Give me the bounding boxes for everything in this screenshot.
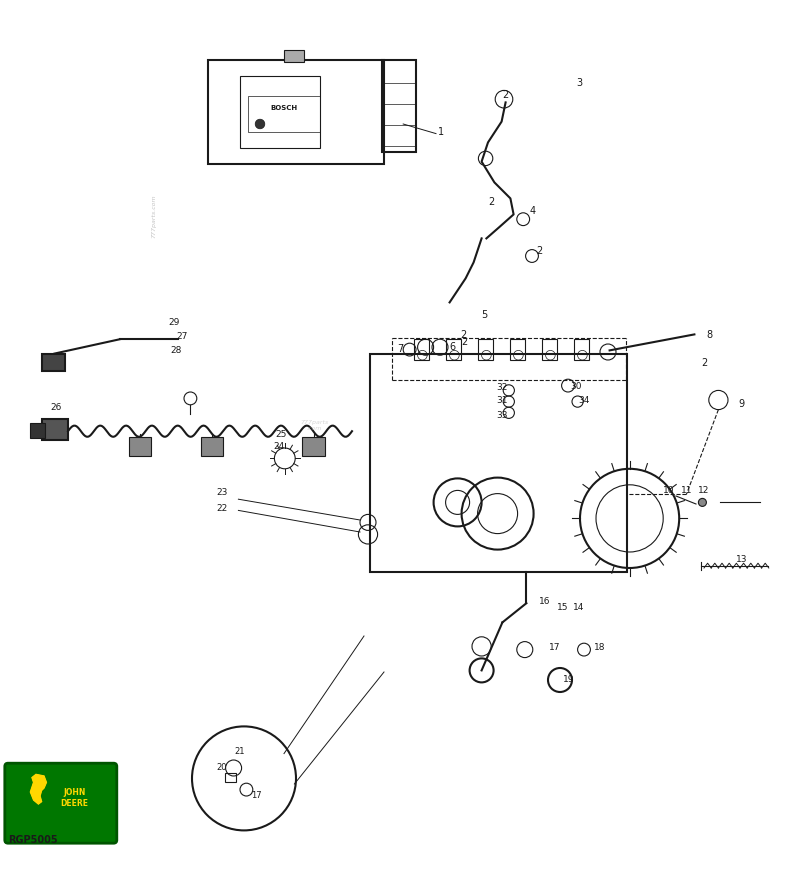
Text: 29: 29: [168, 318, 179, 327]
Text: 22: 22: [216, 504, 227, 513]
Text: 17: 17: [549, 642, 560, 651]
Text: RGP5005: RGP5005: [8, 835, 58, 845]
Text: 18: 18: [594, 642, 605, 651]
Bar: [302, 436, 325, 456]
Text: 23: 23: [216, 488, 227, 497]
Text: 2: 2: [701, 358, 707, 368]
Bar: [201, 436, 223, 456]
Text: 777parts.com: 777parts.com: [152, 194, 157, 237]
Bar: [542, 340, 557, 360]
Bar: [370, 355, 627, 572]
Text: 32: 32: [496, 383, 507, 392]
Bar: [446, 340, 461, 360]
Text: 6: 6: [450, 341, 456, 351]
Text: BOSCH: BOSCH: [270, 105, 298, 111]
Text: 4: 4: [530, 206, 536, 217]
Circle shape: [698, 498, 706, 506]
Text: 14: 14: [573, 603, 584, 612]
Text: 12: 12: [698, 486, 710, 495]
Bar: [208, 60, 384, 164]
Text: 30: 30: [570, 382, 582, 391]
Text: 7: 7: [398, 344, 404, 354]
Text: JOHN
DEERE: JOHN DEERE: [61, 788, 89, 808]
Text: 15: 15: [557, 603, 568, 612]
Text: 28: 28: [170, 346, 182, 355]
Text: 24: 24: [274, 442, 285, 451]
Text: 20: 20: [216, 762, 226, 771]
Text: 2: 2: [462, 337, 468, 347]
Text: 9: 9: [738, 400, 745, 409]
Bar: [414, 340, 429, 360]
Bar: [284, 50, 304, 62]
Bar: [42, 354, 65, 371]
Text: 11: 11: [681, 486, 692, 495]
Bar: [510, 340, 525, 360]
Text: 27: 27: [176, 332, 187, 341]
Text: 26: 26: [50, 402, 62, 411]
Bar: [30, 423, 45, 437]
Text: 2: 2: [488, 197, 494, 207]
Text: 1: 1: [438, 127, 445, 137]
Text: 5: 5: [481, 310, 487, 320]
Text: 17: 17: [251, 790, 262, 799]
Bar: [240, 76, 320, 148]
Bar: [382, 60, 416, 152]
Text: 8: 8: [706, 330, 713, 340]
Polygon shape: [30, 774, 46, 804]
Text: 3: 3: [576, 78, 582, 88]
FancyBboxPatch shape: [5, 763, 117, 843]
Text: 34: 34: [578, 396, 590, 405]
Text: 13: 13: [736, 555, 747, 564]
Text: 2: 2: [502, 90, 509, 99]
Text: 21: 21: [234, 746, 245, 755]
Bar: [42, 419, 68, 440]
Text: 25: 25: [275, 430, 286, 439]
Text: 2: 2: [460, 330, 466, 340]
Text: 10: 10: [663, 486, 674, 495]
Bar: [129, 436, 151, 456]
Text: 16: 16: [539, 597, 550, 606]
Bar: [225, 772, 236, 782]
Bar: [574, 340, 589, 360]
Text: 2: 2: [536, 246, 542, 256]
Bar: [478, 340, 493, 360]
Bar: [248, 96, 320, 132]
Text: 19: 19: [563, 675, 574, 684]
Text: 33: 33: [496, 410, 507, 419]
Text: 777parts
.com: 777parts .com: [300, 420, 329, 431]
Text: 31: 31: [496, 396, 507, 405]
Circle shape: [255, 119, 265, 129]
